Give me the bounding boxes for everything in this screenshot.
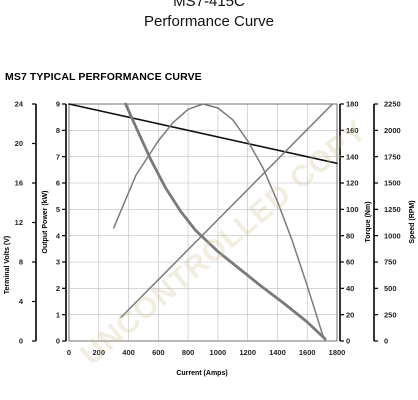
output-power-tick-label: 9 [56, 100, 60, 109]
terminal-volts-tick-label: 4 [19, 297, 24, 306]
x-tick-label: 1400 [269, 348, 286, 357]
chart-heading: MS7 TYPICAL PERFORMANCE CURVE [5, 71, 202, 83]
terminal-volts-tick-label: 20 [15, 139, 23, 148]
page-subtitle: Performance Curve [143, 13, 275, 30]
output-power-tick-label: 5 [56, 205, 60, 214]
x-tick-label: 1200 [239, 348, 256, 357]
torque-tick-label: 80 [346, 231, 354, 240]
output-power-tick-label: 0 [56, 337, 60, 346]
x-tick-label: 1800 [329, 348, 346, 357]
terminal-volts-tick-label: 12 [15, 218, 23, 227]
speed-tick-label: 1250 [384, 205, 401, 214]
torque-tick-label: 180 [346, 100, 359, 109]
x-tick-label: 800 [182, 348, 195, 357]
x-tick-label: 600 [152, 348, 165, 357]
terminal-volts-tick-label: 16 [15, 179, 23, 188]
model-title: MS7-415C [173, 0, 245, 10]
x-tick-label: 1000 [210, 348, 227, 357]
terminal-volts-axis-label: Terminal Volts (V) [4, 236, 11, 294]
torque-series-line [120, 103, 334, 319]
output-power-series-line [112, 103, 326, 342]
torque-tick-label: 140 [346, 152, 359, 161]
x-tick-label: 200 [93, 348, 106, 357]
output-power-tick-label: 7 [56, 152, 60, 161]
x-tick-label: 1600 [299, 348, 316, 357]
terminal-volts-series-line [68, 103, 338, 165]
torque-tick-label: 120 [346, 179, 359, 188]
torque-tick-label: 160 [346, 126, 359, 135]
speed-axis-label: Speed (RPM) [409, 200, 416, 243]
current-axis-label: Current (Amps) [176, 370, 227, 377]
plot-layer: 0 200 400 600 800 1000 1200 1400 1600 18000481216… [15, 100, 401, 357]
speed-tick-label: 1750 [384, 152, 401, 161]
speed-tick-label: 0 [384, 337, 388, 346]
output-power-tick-label: 1 [56, 310, 60, 319]
speed-tick-label: 500 [384, 284, 397, 293]
x-tick-label: 0 [67, 348, 71, 357]
torque-axis-label: Torque (Nm) [365, 201, 372, 242]
output-power-tick-label: 4 [56, 231, 61, 240]
output-power-tick-label: 6 [56, 179, 60, 188]
output-power-tick-label: 2 [56, 284, 60, 293]
torque-tick-label: 100 [346, 205, 359, 214]
speed-series-line [124, 102, 327, 341]
terminal-volts-tick-label: 0 [19, 337, 23, 346]
output-power-tick-label: 8 [56, 126, 60, 135]
output-power-axis-label: Output Power (kW) [42, 191, 49, 254]
x-tick-label: 400 [122, 348, 135, 357]
speed-tick-label: 1000 [384, 231, 401, 240]
terminal-volts-tick-label: 24 [15, 100, 24, 109]
speed-tick-label: 250 [384, 310, 397, 319]
speed-tick-label: 750 [384, 258, 397, 267]
output-power-tick-label: 3 [56, 258, 60, 267]
torque-tick-label: 20 [346, 310, 354, 319]
torque-tick-label: 40 [346, 284, 354, 293]
watermark: UNCONTROLLED COPY [75, 114, 374, 372]
torque-tick-label: 60 [346, 258, 354, 267]
terminal-volts-tick-label: 8 [19, 258, 23, 267]
speed-tick-label: 2250 [384, 100, 401, 109]
torque-tick-label: 0 [346, 337, 350, 346]
speed-tick-label: 1500 [384, 179, 401, 188]
speed-tick-label: 2000 [384, 126, 401, 135]
